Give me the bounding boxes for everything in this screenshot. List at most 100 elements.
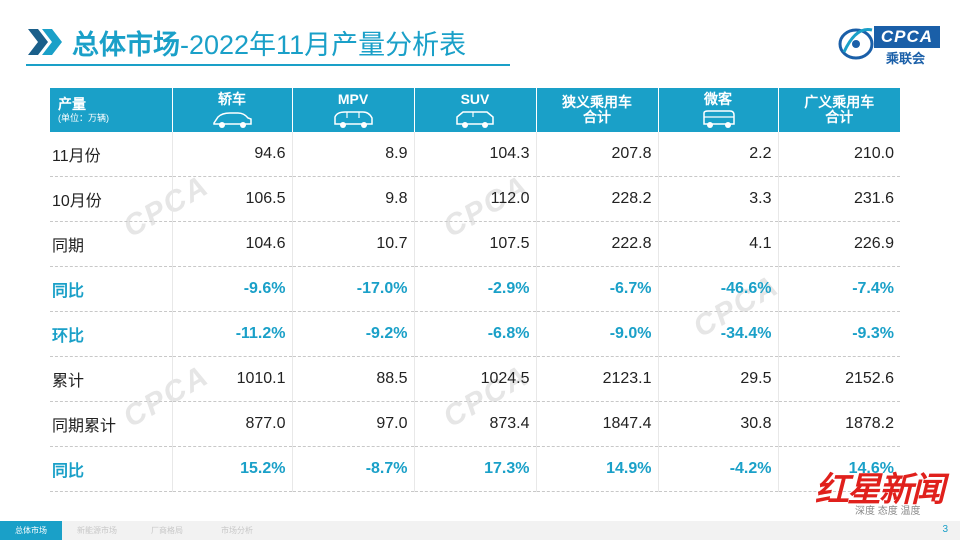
table-cell: 15.2% — [172, 446, 293, 492]
table-cell: 107.5 — [414, 221, 537, 267]
cpca-emblem-icon — [836, 22, 876, 64]
table-cell: 14.6% — [778, 446, 900, 492]
table-row: 同期 104.6 10.7 107.5 222.8 4.1 226.9 — [50, 221, 900, 267]
table-cell: 222.8 — [536, 221, 659, 267]
row-label: 同比 — [50, 266, 173, 312]
table-cell: -9.2% — [292, 311, 415, 357]
title-rest: -2022年11月产量分析表 — [180, 29, 467, 60]
table-cell: 29.5 — [658, 356, 779, 402]
suv-icon — [456, 111, 494, 128]
header-label: 轿车 — [218, 91, 246, 107]
table-cell: 226.9 — [778, 221, 900, 267]
table-cell: -46.6% — [658, 266, 779, 312]
header-broad-passenger-total: 广义乘用车 合计 — [778, 88, 900, 132]
table-cell: 2152.6 — [778, 356, 900, 402]
header-label: 狭义乘用车 — [562, 94, 632, 110]
table-cell: 207.8 — [536, 132, 659, 177]
table-row: 同期累计 877.0 97.0 873.4 1847.4 30.8 1878.2 — [50, 401, 900, 447]
logo-text-en: CPCA — [874, 26, 940, 48]
table-cell: 877.0 — [172, 401, 293, 447]
nav-item-new-energy[interactable]: 新能源市场 — [77, 526, 117, 535]
header-minivan: 微客 — [658, 88, 779, 132]
cpca-logo: CPCA 乘联会 — [836, 22, 942, 66]
header-sedan: 轿车 — [172, 88, 293, 132]
table-cell: -17.0% — [292, 266, 415, 312]
header-unit-note: (单位：万辆) — [58, 113, 109, 123]
table-cell: 873.4 — [414, 401, 537, 447]
table-cell: -8.7% — [292, 446, 415, 492]
row-label: 同期 — [50, 221, 173, 267]
row-label: 10月份 — [50, 176, 173, 222]
table-cell: 4.1 — [658, 221, 779, 267]
table-cell: -11.2% — [172, 311, 293, 357]
title-bold: 总体市场 — [72, 29, 180, 60]
table-cell: -2.9% — [414, 266, 537, 312]
table-cell: 1010.1 — [172, 356, 293, 402]
header-label-line2: 合计 — [583, 109, 611, 125]
table-cell: 8.9 — [292, 132, 415, 177]
table-cell: 210.0 — [778, 132, 900, 177]
header-label-line2: 合计 — [825, 109, 854, 125]
mpv-icon — [334, 111, 373, 128]
sedan-icon — [213, 112, 252, 128]
red-star-news-slogan: 深度 态度 温度 — [855, 506, 921, 517]
table-cell: 2.2 — [658, 132, 779, 177]
table-cell: 10.7 — [292, 221, 415, 267]
table-cell: -34.4% — [658, 311, 779, 357]
red-star-news-watermark: 红星新闻 深度 态度 温度 — [815, 462, 955, 522]
row-label: 累计 — [50, 356, 173, 402]
row-label: 同期累计 — [50, 401, 173, 447]
page-title: 总体市场-2022年11月产量分析表 — [72, 23, 466, 62]
header-label: SUV — [460, 91, 490, 107]
table-cell: 104.3 — [414, 132, 537, 177]
header-label: MPV — [337, 91, 369, 107]
table-row: 累计 1010.1 88.5 1024.5 2123.1 29.5 2152.6 — [50, 356, 900, 402]
table-row: 环比 -11.2% -9.2% -6.8% -9.0% -34.4% -9.3% — [50, 311, 900, 357]
row-label: 环比 — [50, 311, 173, 357]
table-cell: 1024.5 — [414, 356, 537, 402]
table-cell: -9.0% — [536, 311, 659, 357]
table-cell: -4.2% — [658, 446, 779, 492]
table-cell: -9.3% — [778, 311, 900, 357]
bottom-nav: 总体市场 新能源市场 厂商格局 市场分析 — [0, 521, 960, 540]
table-header-row: 产量 (单位：万辆) 轿车 MPV SUV — [50, 88, 900, 132]
table-cell: 106.5 — [172, 176, 293, 222]
table-cell: -6.8% — [414, 311, 537, 357]
table-cell: 88.5 — [292, 356, 415, 402]
nav-item-market-analysis[interactable]: 市场分析 — [221, 526, 253, 535]
table-row: 同比 -9.6% -17.0% -2.9% -6.7% -46.6% -7.4% — [50, 266, 900, 312]
table-cell: 9.8 — [292, 176, 415, 222]
table-cell: 1847.4 — [536, 401, 659, 447]
minivan-icon — [703, 110, 735, 128]
header-label: 微客 — [704, 91, 732, 107]
page-number: 3 — [942, 524, 948, 535]
nav-item-overall-market[interactable]: 总体市场 — [0, 521, 62, 540]
table-row: 同比 15.2% -8.7% 17.3% 14.9% -4.2% 14.6% — [50, 446, 900, 492]
header-label: 广义乘用车 — [804, 94, 875, 110]
nav-item-manufacturers[interactable]: 厂商格局 — [151, 526, 183, 535]
production-table: 产量 (单位：万辆) 轿车 MPV SUV — [50, 88, 900, 492]
table-cell: 30.8 — [658, 401, 779, 447]
table-cell: 2123.1 — [536, 356, 659, 402]
row-label: 11月份 — [50, 132, 173, 177]
table-row: 11月份 94.6 8.9 104.3 207.8 2.2 210.0 — [50, 132, 900, 177]
table-cell: -7.4% — [778, 266, 900, 312]
table-cell: 228.2 — [536, 176, 659, 222]
table-cell: 17.3% — [414, 446, 537, 492]
logo-text-cn: 乘联会 — [886, 51, 926, 66]
red-star-news-logo: 红星新闻 — [815, 471, 945, 509]
header-mpv: MPV — [292, 88, 415, 132]
table-cell: 97.0 — [292, 401, 415, 447]
title-underline — [26, 64, 510, 66]
header-narrow-passenger-total: 狭义乘用车 合计 — [536, 88, 659, 132]
table-cell: 1878.2 — [778, 401, 900, 447]
table-cell: 3.3 — [658, 176, 779, 222]
title-bar: 总体市场-2022年11月产量分析表 — [26, 22, 466, 62]
table-cell: 104.6 — [172, 221, 293, 267]
table-cell: 231.6 — [778, 176, 900, 222]
double-chevron-icon — [26, 27, 64, 57]
table-cell: -9.6% — [172, 266, 293, 312]
table-cell: 94.6 — [172, 132, 293, 177]
table-cell: 112.0 — [414, 176, 537, 222]
header-unit-title: 产量 — [58, 96, 86, 112]
